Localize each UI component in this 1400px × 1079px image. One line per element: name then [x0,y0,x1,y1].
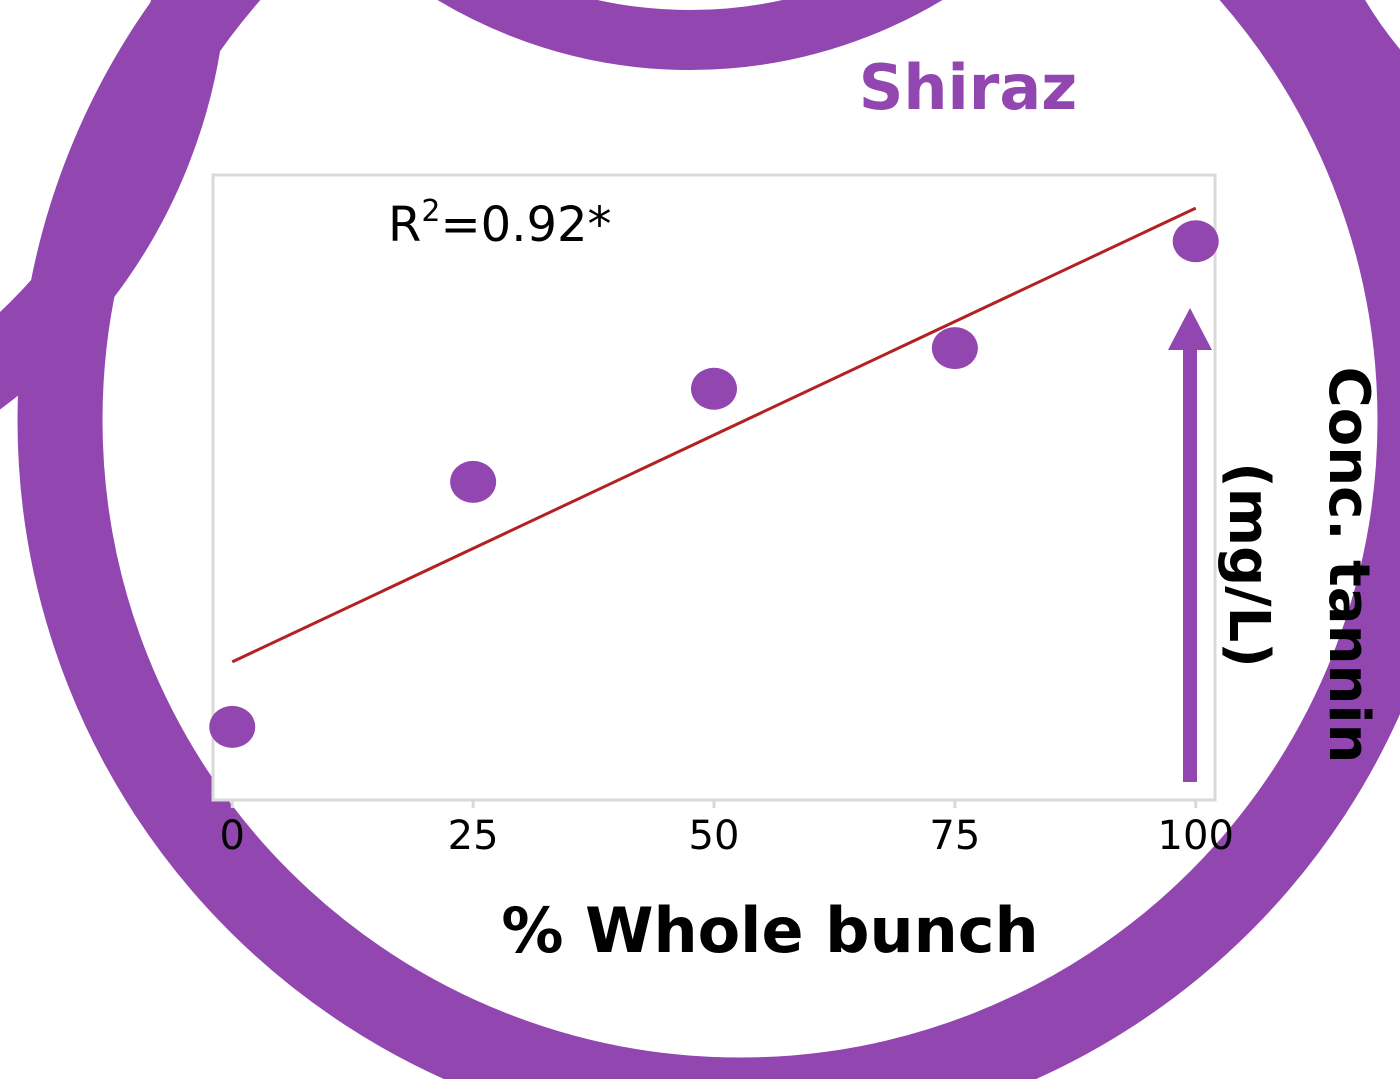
x-tick-label: 100 [1158,813,1234,859]
x-axis-label: % Whole bunch [501,894,1038,967]
point [932,327,978,369]
x-tick-label: 75 [929,813,980,859]
annotation-rest: =0.92* [440,197,611,253]
x-tick-label: 50 [689,813,740,859]
annotation-sup: 2 [421,194,440,229]
x-tick-label: 0 [220,813,245,859]
point [691,368,737,410]
annotation-base: R [388,197,421,253]
x-tick-label: 25 [448,813,499,859]
chart: Shiraz % Whole bunch Conc. tannin (mg/L)… [0,0,1400,1079]
y-axis-label: Conc. tannin (mg/L) [1216,367,1381,764]
y-axis-label-line: (mg/L) [1216,462,1281,668]
point [209,706,255,748]
point [1173,220,1219,262]
point [450,461,496,503]
y-axis-label-line: Conc. tannin [1316,367,1381,764]
chart-title: Shiraz [859,51,1078,124]
